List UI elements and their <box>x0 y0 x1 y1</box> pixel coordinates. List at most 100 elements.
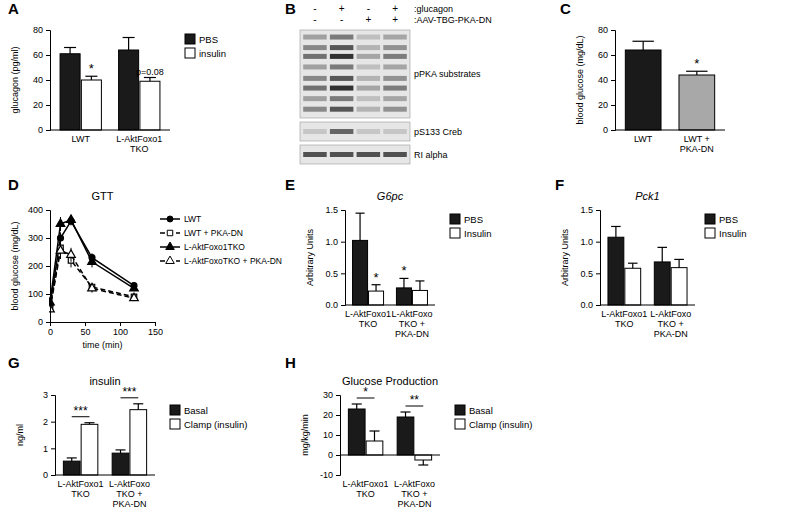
marker <box>67 250 76 257</box>
blot-band <box>330 129 353 134</box>
blot-band <box>383 129 406 134</box>
y-axis: 0.00.51.01.5 <box>325 205 345 310</box>
y-axis-tick-mark <box>46 294 50 295</box>
lane-sign: - <box>313 3 316 14</box>
y-axis-tick: 20 <box>33 100 50 110</box>
annotation: * <box>89 61 94 76</box>
y-axis-tick-mark <box>46 130 50 131</box>
y-axis-tick-mark <box>46 266 50 267</box>
category-label-line: PKA-DN <box>680 144 714 154</box>
error-bar <box>133 404 143 410</box>
blot-band <box>383 76 406 81</box>
y-axis-line <box>611 31 616 131</box>
y-axis-tick-mark <box>341 305 345 306</box>
y-axis-tick: 20 <box>323 410 340 420</box>
y-axis-tick-label: 3 <box>43 390 48 400</box>
error-bar-cap <box>356 213 365 214</box>
category-label-line: LWT <box>72 134 91 144</box>
y-axis-tick-label: 0 <box>38 317 43 327</box>
category-label-line: PKA-DN <box>112 499 146 509</box>
error-bar-stem <box>138 404 139 410</box>
error-bar <box>632 41 653 50</box>
y-axis-tick-label: 400 <box>28 205 43 215</box>
error-bar <box>611 226 621 237</box>
bar <box>397 417 414 455</box>
marker <box>88 283 97 290</box>
error-bar <box>415 281 424 291</box>
error-bar-cap <box>67 457 77 458</box>
y-axis-tick-label: 0 <box>328 450 333 460</box>
bar <box>671 268 687 305</box>
legend: PBSinsulin <box>185 34 226 59</box>
chart-title: G6pc <box>377 190 404 202</box>
y-axis-tick-mark <box>611 105 615 106</box>
error-bar <box>116 450 126 453</box>
y-axis-tick-mark <box>46 210 50 211</box>
error-bar <box>85 76 97 80</box>
panel-label: C <box>560 0 571 17</box>
y-axis-tick-mark <box>611 55 615 56</box>
error-bar-stem <box>405 412 406 417</box>
lane-sign: + <box>339 3 345 14</box>
legend-swatch <box>705 228 715 238</box>
y-axis-tick-label: 60 <box>33 50 43 60</box>
category-label: L-AktFoxo1TKO <box>345 309 391 329</box>
blot-band <box>383 54 406 59</box>
y-axis-line <box>596 211 601 306</box>
x-axis-line <box>55 475 155 476</box>
y-axis-line <box>341 211 346 306</box>
bar <box>608 237 624 305</box>
y-axis-tick: 3 <box>43 390 55 400</box>
annotation: * <box>363 385 368 399</box>
y-axis-tick-mark <box>51 475 55 476</box>
legend-marker <box>166 256 175 263</box>
error-bar-cap <box>133 403 143 404</box>
legend: PBSInsulin <box>450 214 491 239</box>
category-label: L-AktFoxo1TKO <box>116 134 162 154</box>
y-axis-tick: 300 <box>28 233 50 243</box>
y-axis-tick-label: 40 <box>33 75 43 85</box>
lane-sign: + <box>365 14 371 25</box>
blot-band <box>357 152 380 157</box>
legend-swatch <box>450 214 460 224</box>
bar <box>60 54 80 130</box>
annotation: *** <box>74 404 88 418</box>
legend-label: L-AktFoxo1TKO <box>184 242 245 252</box>
band-label: RI alpha <box>414 150 448 160</box>
panel: 0501001500100200300400time (min)LWTLWT +… <box>10 190 282 350</box>
y-axis-tick-mark <box>341 242 345 243</box>
lane-sign: - <box>340 14 343 25</box>
series-line <box>50 220 134 303</box>
error-bar <box>399 278 408 288</box>
y-axis-tick: 30 <box>323 390 340 400</box>
blot-band <box>303 35 326 40</box>
legend: PBSInsulin <box>705 214 746 239</box>
y-axis-tick-label: -10 <box>320 470 333 480</box>
blot-band <box>357 96 380 101</box>
blot-band <box>303 45 326 50</box>
band-label: pS133 Creb <box>414 127 462 137</box>
y-axis-tick-mark <box>46 30 50 31</box>
blot-band <box>383 35 406 40</box>
error-bar <box>144 78 156 82</box>
blot-band <box>303 107 326 112</box>
y-axis-tick-label: 80 <box>598 25 608 35</box>
error-bar-cap <box>123 37 135 38</box>
legend-swatch <box>450 228 460 238</box>
category-label-line: PKA-DN <box>397 499 431 509</box>
series-line <box>50 251 134 310</box>
marker <box>56 219 65 226</box>
blot-band <box>303 76 326 81</box>
category-label: L-AktFoxoTKO +PKA-DN <box>109 479 150 509</box>
panel-label: H <box>285 354 296 371</box>
blot-band <box>357 76 380 81</box>
legend-label: Basal <box>184 405 208 416</box>
x-axis-tick: 100 <box>113 322 128 337</box>
y-axis-tick-label: 10 <box>323 430 333 440</box>
category-label-line: L-AktFoxo <box>109 479 150 489</box>
y-axis-tick: 1.0 <box>580 237 600 247</box>
plot-area <box>625 41 714 130</box>
y-axis-tick: 0 <box>43 470 55 480</box>
panel-label: D <box>8 176 19 193</box>
error-bar <box>123 38 135 51</box>
